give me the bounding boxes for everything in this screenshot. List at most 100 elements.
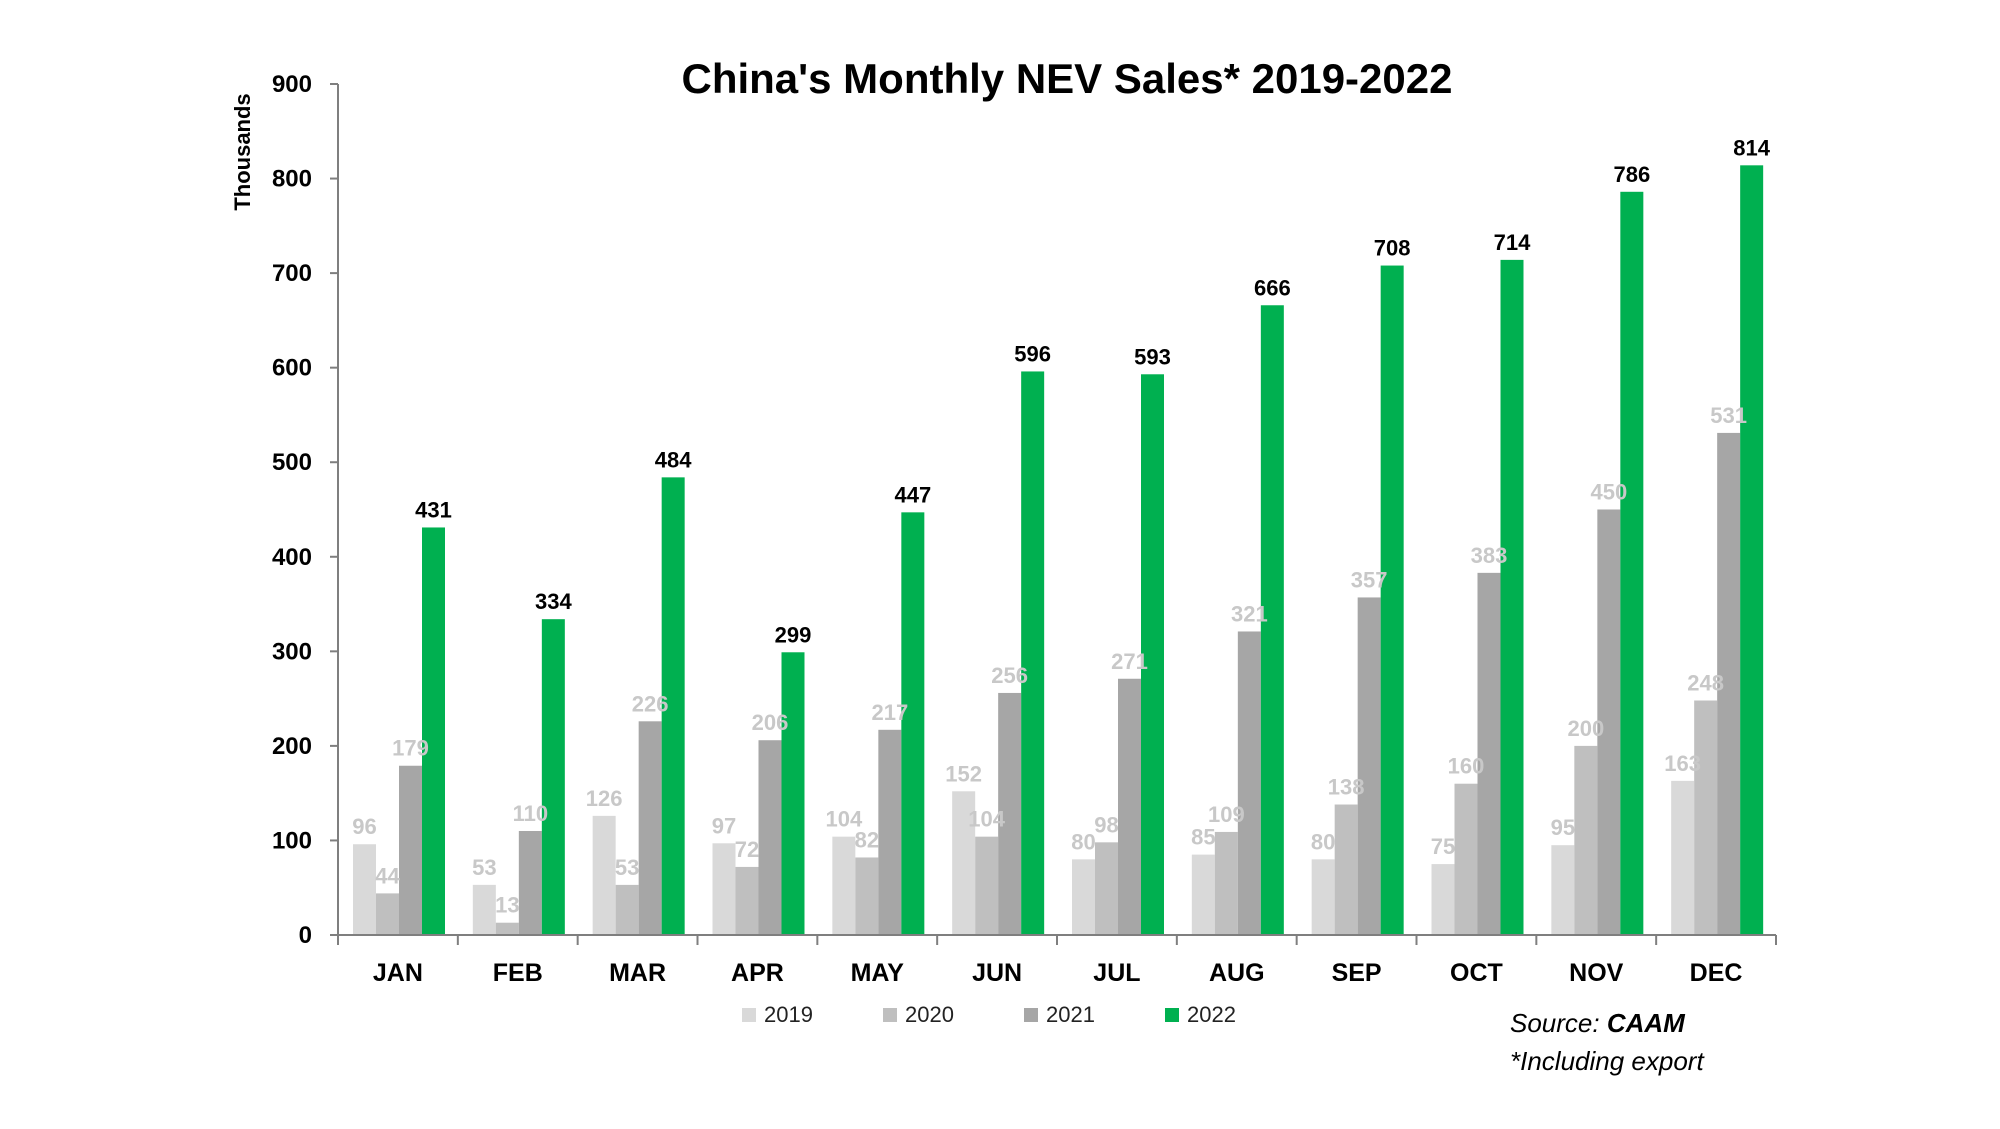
- data-label-2022-jan: 431: [415, 497, 452, 522]
- legend-label-2019: 2019: [764, 1002, 813, 1027]
- bar-2021-jun: [998, 692, 1022, 935]
- bar-2020-may: [855, 857, 879, 935]
- y-tick-label: 300: [272, 638, 312, 665]
- data-label-2020-oct: 160: [1448, 754, 1485, 779]
- legend-label-2020: 2020: [905, 1002, 954, 1027]
- data-label-2020-nov: 200: [1567, 716, 1604, 741]
- x-tick-label: JUL: [1093, 959, 1140, 987]
- legend-swatch-2021: [1024, 1008, 1038, 1022]
- data-label-2022-jun: 596: [1014, 341, 1051, 366]
- y-tick-label: 600: [272, 355, 312, 382]
- x-tick-label: JUN: [972, 959, 1022, 987]
- legend-label-2022: 2022: [1187, 1002, 1236, 1027]
- bar-2022-jan: [422, 527, 445, 935]
- bar-2019-dec: [1671, 780, 1695, 935]
- data-label-2019-may: 104: [825, 807, 862, 832]
- data-label-2021-jul: 271: [1111, 649, 1148, 674]
- data-label-2022-jul: 593: [1134, 344, 1171, 369]
- bar-2020-feb: [495, 922, 519, 935]
- data-label-2020-dec: 248: [1687, 671, 1724, 696]
- footnote: *Including export: [1510, 1046, 1705, 1076]
- bar-2021-jul: [1118, 678, 1141, 935]
- bar-2020-jan: [376, 893, 399, 935]
- bar-2021-sep: [1357, 597, 1381, 935]
- data-label-2021-nov: 450: [1590, 480, 1627, 505]
- y-axis-label: Thousands: [230, 93, 255, 210]
- data-label-2020-jun: 104: [968, 807, 1005, 832]
- bar-2021-jan: [399, 765, 422, 935]
- data-label-2021-feb: 110: [513, 801, 549, 826]
- bar-2022-dec: [1740, 165, 1764, 936]
- data-label-2020-aug: 109: [1208, 802, 1245, 827]
- bar-2019-mar: [592, 815, 616, 935]
- bar-2020-jun: [975, 836, 999, 935]
- data-label-2022-dec: 814: [1733, 135, 1770, 160]
- y-tick-label: 400: [272, 544, 312, 571]
- bar-2022-nov: [1620, 191, 1644, 935]
- data-label-2019-aug: 85: [1191, 825, 1215, 850]
- x-tick-label: NOV: [1569, 959, 1624, 987]
- x-tick-label: DEC: [1690, 959, 1743, 987]
- data-label-2020-may: 82: [855, 827, 879, 852]
- bar-2019-nov: [1551, 845, 1575, 935]
- y-tick-label: 0: [299, 922, 312, 949]
- data-label-2020-jan: 44: [375, 863, 400, 888]
- y-tick-label: 900: [272, 71, 312, 98]
- x-tick-label: AUG: [1209, 959, 1265, 987]
- x-tick-label: FEB: [493, 959, 543, 987]
- data-label-2022-may: 447: [894, 482, 931, 507]
- data-label-2020-feb: 13: [495, 893, 519, 918]
- bar-2019-oct: [1431, 864, 1455, 935]
- data-label-2022-mar: 484: [655, 447, 692, 472]
- data-label-2021-apr: 206: [752, 710, 789, 735]
- data-label-2020-sep: 138: [1328, 775, 1365, 800]
- bar-2021-nov: [1597, 509, 1621, 935]
- bar-2019-jan: [353, 844, 376, 935]
- data-label-2022-feb: 334: [535, 589, 572, 614]
- data-label-2019-jan: 96: [352, 814, 376, 839]
- bar-2020-aug: [1214, 831, 1238, 935]
- data-label-2022-aug: 666: [1254, 275, 1291, 300]
- data-label-2021-aug: 321: [1231, 601, 1268, 626]
- x-tick-label: SEP: [1332, 959, 1382, 987]
- bar-2022-feb: [541, 619, 565, 935]
- legend: 2019 2020 2021 2022: [742, 1002, 1236, 1027]
- data-label-2022-apr: 299: [775, 622, 812, 647]
- bar-2019-jun: [952, 791, 976, 935]
- data-label-2022-nov: 786: [1613, 162, 1650, 187]
- chart-title: China's Monthly NEV Sales* 2019-2022: [682, 55, 1453, 102]
- legend-swatch-2022: [1165, 1008, 1179, 1022]
- bar-2020-dec: [1694, 700, 1718, 935]
- data-label-2020-jul: 98: [1094, 812, 1118, 837]
- bar-2020-mar: [615, 884, 639, 935]
- bar-2022-mar: [661, 477, 685, 935]
- bar-2021-oct: [1477, 572, 1501, 935]
- data-label-2019-feb: 53: [472, 855, 496, 880]
- y-tick-label: 800: [272, 166, 312, 193]
- bar-2019-jul: [1072, 859, 1095, 935]
- bar-2022-jul: [1141, 374, 1164, 936]
- data-label-2019-mar: 126: [586, 786, 623, 811]
- bar-2020-nov: [1574, 745, 1598, 935]
- data-label-2021-dec: 531: [1710, 403, 1747, 428]
- bar-2022-jun: [1021, 371, 1045, 936]
- data-label-2022-sep: 708: [1374, 236, 1411, 261]
- y-tick-label: 200: [272, 733, 312, 760]
- bar-2021-may: [878, 729, 902, 935]
- bar-2019-sep: [1311, 859, 1335, 935]
- bar-2019-may: [832, 836, 856, 935]
- source-name: CAAM: [1607, 1008, 1686, 1038]
- y-tick-label: 500: [272, 449, 312, 476]
- x-tick-label: MAY: [851, 959, 905, 987]
- source-prefix: Source:: [1510, 1008, 1607, 1038]
- legend-label-2021: 2021: [1046, 1002, 1095, 1027]
- data-label-2021-jan: 179: [392, 736, 429, 761]
- bar-2022-apr: [781, 652, 805, 935]
- x-tick-label: OCT: [1450, 959, 1503, 987]
- bar-2020-apr: [735, 866, 759, 935]
- bar-2019-apr: [712, 843, 736, 935]
- bar-2021-feb: [518, 830, 542, 935]
